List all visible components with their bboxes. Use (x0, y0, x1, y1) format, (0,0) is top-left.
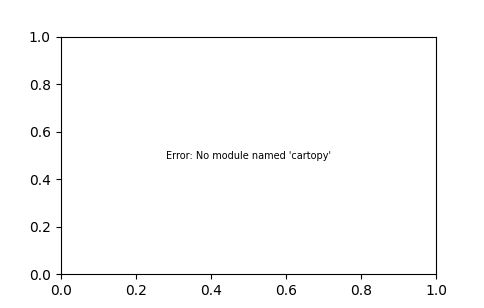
Text: Error: No module named 'cartopy': Error: No module named 'cartopy' (166, 151, 331, 160)
